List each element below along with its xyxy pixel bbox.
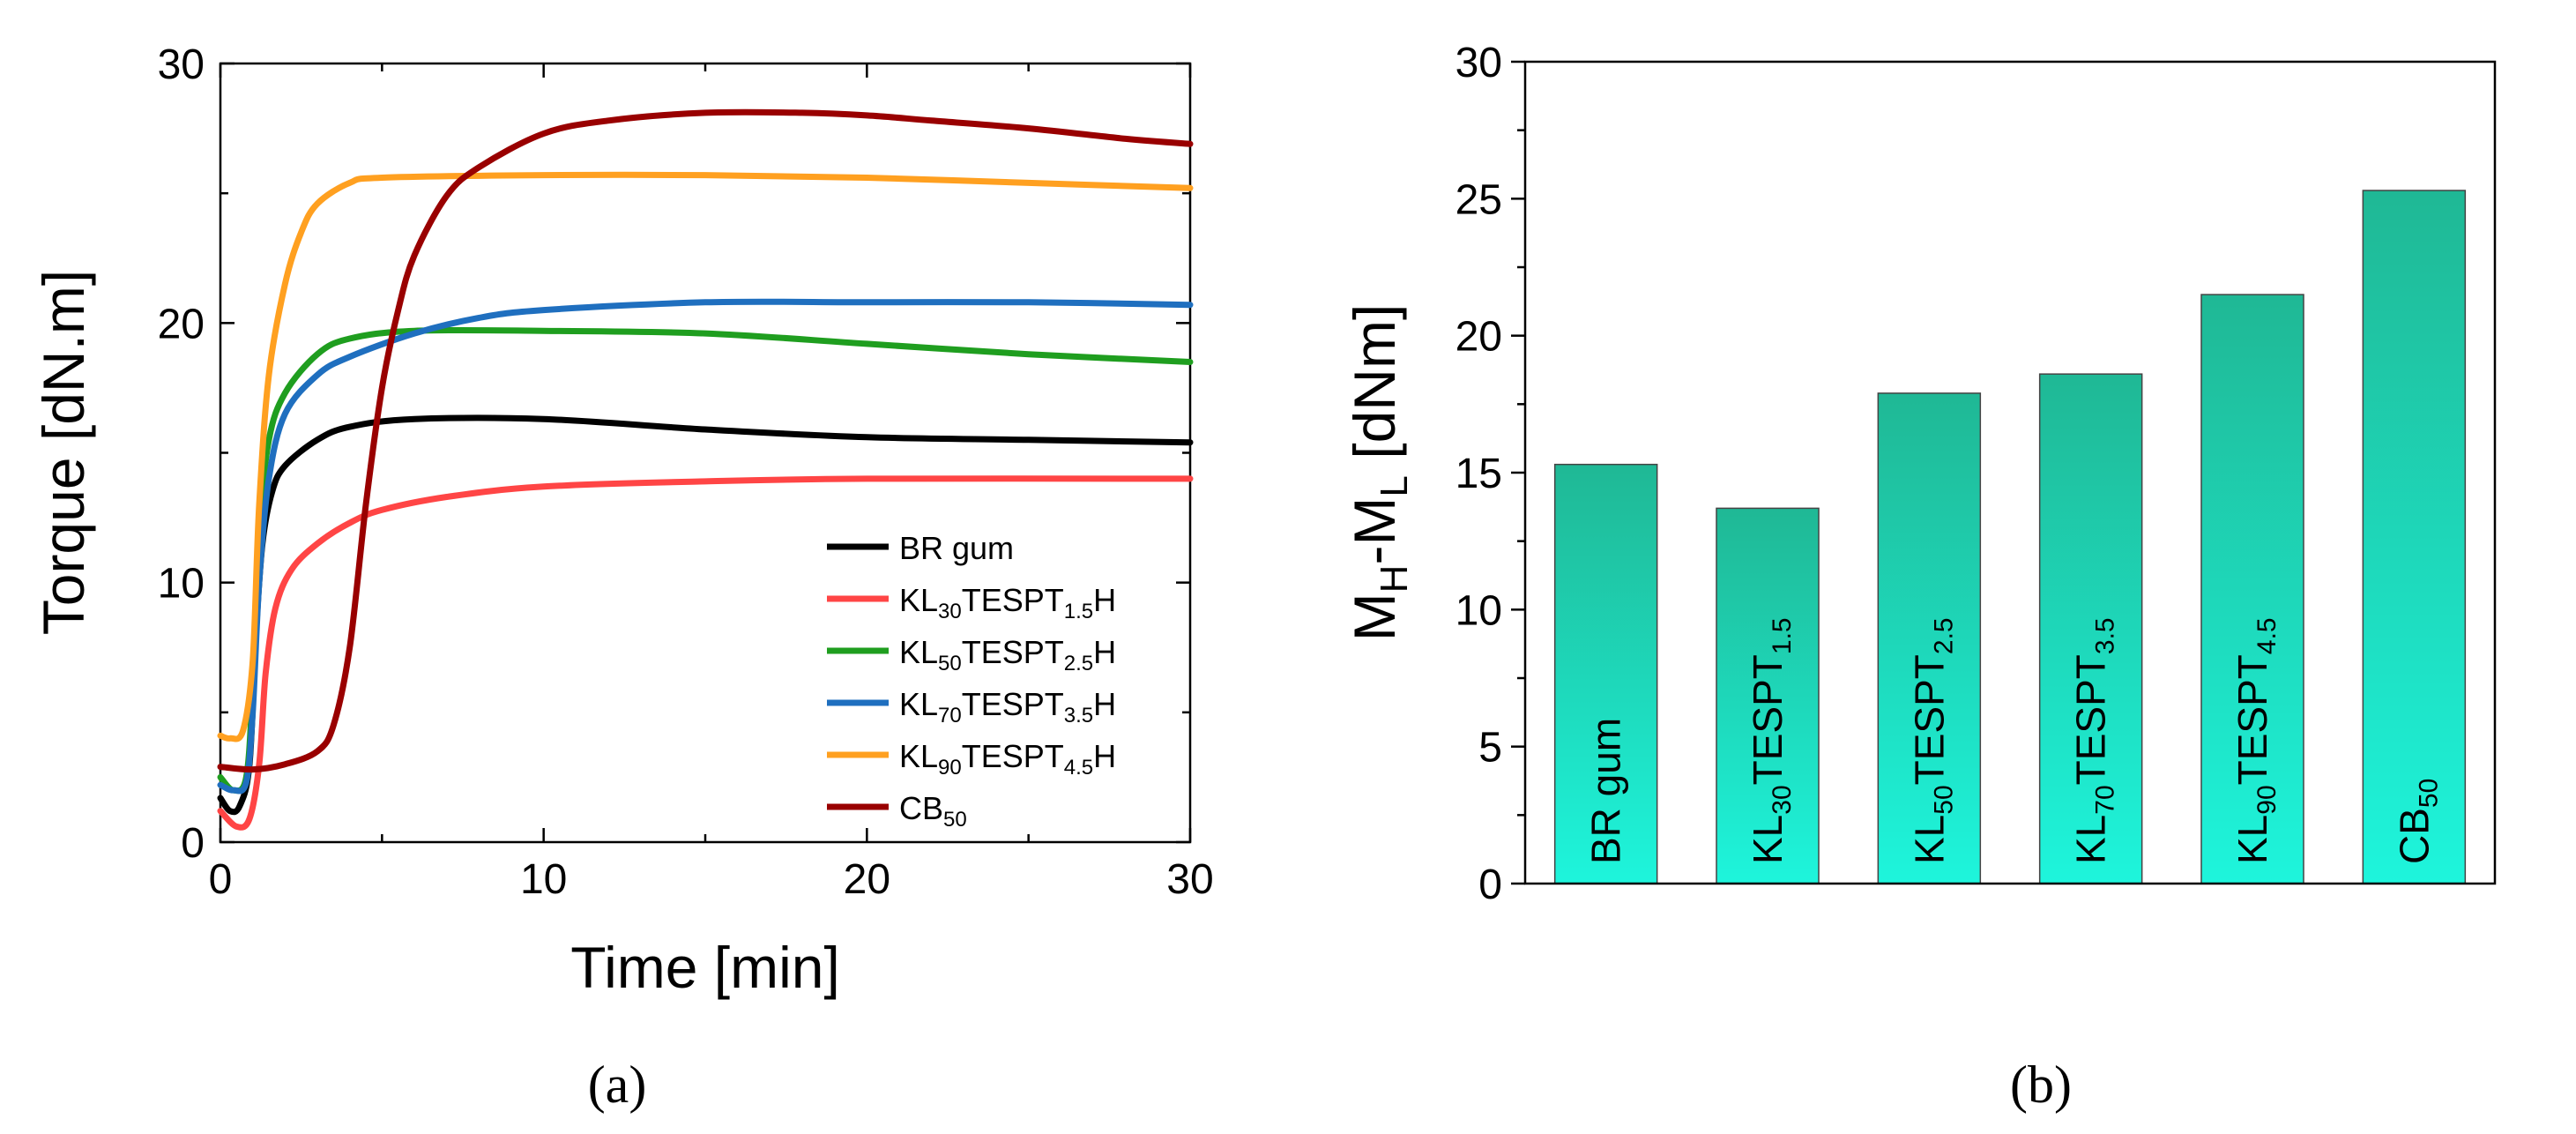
panel-a-series-lines [217,108,1194,831]
panel-a-x-axis-label: Time [min] [570,935,840,1000]
legend-label: KL90TESPT4.5H [899,738,1116,780]
y-tick-label: 15 [1456,451,1502,497]
bar-kl50tespt2-5 [1877,392,1982,884]
bar-kl90tespt4-5 [2200,294,2304,884]
y-tick-label: 5 [1478,725,1502,772]
y-tick-label: 0 [1478,862,1502,908]
x-tick-label: 20 [844,856,890,903]
panel-b-plot-frame [1523,60,2497,885]
bar-label: KL70TESPT3.5 [2068,617,2120,864]
panel-b-bars: BR gum KL30TESPT1.5 KL50TESPT2.5 KL70TESPT3… [1553,190,2467,884]
y-tick-label: 30 [1456,40,1502,86]
panel-b-ticks [1511,60,1525,885]
y-tick-label: 25 [1456,176,1502,223]
bar-label: KL90TESPT4.5 [2230,617,2282,864]
legend-label: CB50 [899,790,967,832]
panel-a-y-axis-label: Torque [dN.m] [31,270,96,636]
panel-b-caption: (b) [2010,1056,2072,1114]
bar-kl30tespt1-5 [1716,507,1820,884]
series-line-kl90tespt4-5h [217,171,1194,742]
x-tick-label: 0 [209,856,233,903]
panel-a-caption: (a) [588,1056,647,1114]
bar-label: KL30TESPT1.5 [1745,617,1797,864]
bar-label: CB50 [2391,779,2443,864]
panel-b-tick-labels: 0 5 10 15 20 25 30 [1456,40,1502,908]
panel-b-y-axis-label: MH-ML [dNm] [1342,304,1416,642]
panel-a-tick-labels: 0 10 20 30 0 10 20 30 [158,41,1214,903]
y-tick-label: 30 [158,41,205,88]
series-line-kl70tespt3-5h [217,298,1194,795]
panel-a-ticks [219,62,1192,844]
x-tick-label: 30 [1166,856,1213,903]
legend-label: KL50TESPT2.5H [899,634,1116,675]
y-tick-label: 10 [158,561,205,608]
bar-cb50 [2362,190,2467,884]
y-tick-label: 20 [1456,314,1502,361]
y-tick-label: 20 [158,301,205,347]
legend-label: KL70TESPT3.5H [899,686,1116,727]
y-tick-label: 0 [181,820,205,867]
panel-a-line-chart: 0 10 20 30 0 10 20 30 BR gum KL30TESPT1.5H KL50TE… [31,41,1214,1000]
bar-label: BR gum [1583,718,1629,864]
panel-b-bar-chart: 0 5 10 15 20 25 30 BR gum KL30TESPT1.5 KL50TESPT… [1342,40,2497,908]
x-tick-label: 10 [520,856,567,903]
legend-label: KL30TESPT1.5H [899,582,1116,623]
y-tick-label: 10 [1456,587,1502,634]
bar-kl70tespt3-5 [2038,373,2143,884]
bar-label: KL50TESPT2.5 [1906,617,1958,864]
bar-br-gum [1553,463,1658,884]
series-line-cb50 [217,108,1194,773]
panel-a-legend: BR gum KL30TESPT1.5H KL50TESPT2.5H KL70TESP… [827,530,1116,832]
legend-label: BR gum [899,530,1014,566]
